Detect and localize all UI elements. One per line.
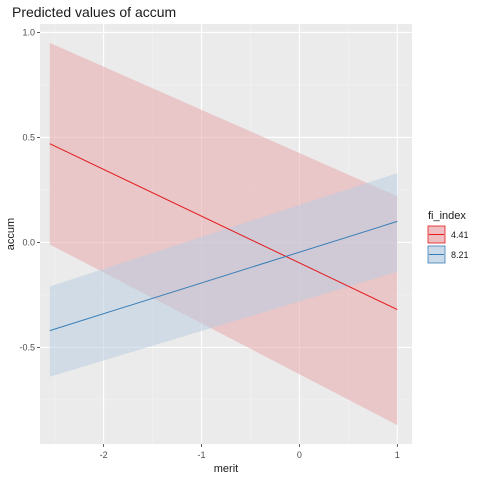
- y-tick-label: 0.0: [22, 237, 35, 247]
- x-tick-label: 1: [395, 450, 400, 460]
- chart-title: Predicted values of accum: [12, 4, 176, 20]
- legend-title: fi_index: [428, 210, 466, 222]
- confidence-band-8.21: [49, 173, 398, 377]
- series-line-4.41: [49, 143, 398, 311]
- axis-ticks: -2 -1 0 1 1.0 0.5 0.0 -0.5: [19, 27, 399, 460]
- x-tick-label: 0: [297, 450, 302, 460]
- legend-label: 4.41: [451, 230, 469, 240]
- legend-label: 8.21: [451, 250, 469, 260]
- y-tick-label: 1.0: [22, 27, 35, 37]
- y-tick-label: -0.5: [19, 342, 35, 352]
- x-tick-label: -2: [100, 450, 108, 460]
- series-lines: [49, 143, 398, 332]
- legend: fi_index 4.41 8.21: [427, 210, 469, 264]
- confidence-bands: [49, 42, 398, 426]
- x-axis-title: merit: [214, 463, 238, 475]
- series-line-8.21: [49, 220, 398, 332]
- x-tick-label: -1: [198, 450, 206, 460]
- y-axis-title: accum: [5, 218, 17, 250]
- y-tick-label: 0.5: [22, 132, 35, 142]
